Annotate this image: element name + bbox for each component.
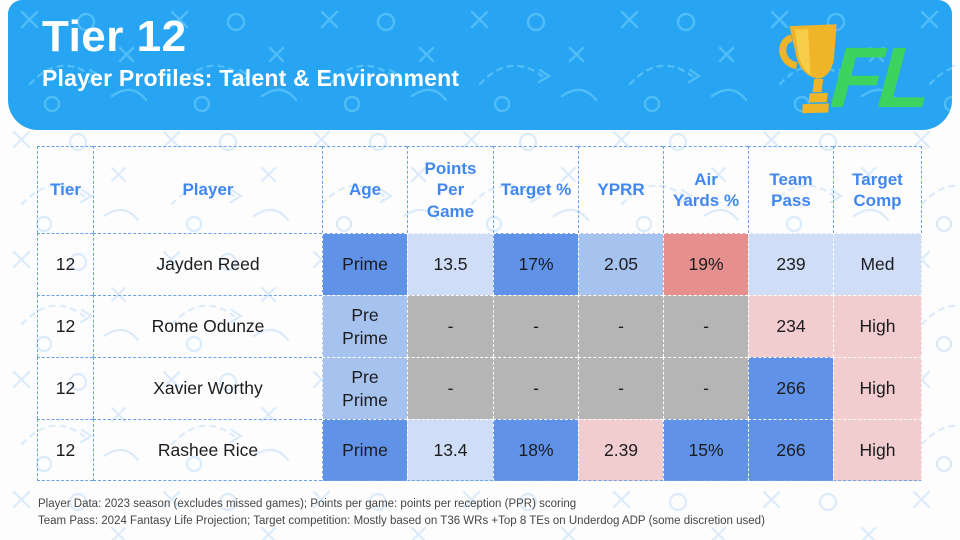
cell-points-per-game: 13.4 bbox=[407, 419, 493, 481]
logo-text: FL bbox=[827, 29, 930, 126]
cell-player: Jayden Reed bbox=[93, 233, 322, 295]
table-row: 12 Xavier Worthy Pre Prime - - - - 266 H… bbox=[37, 357, 922, 419]
cell-tier: 12 bbox=[37, 295, 93, 357]
cell-player: Rome Odunze bbox=[93, 295, 322, 357]
column-header-target-pct: Target % bbox=[493, 146, 578, 233]
page-subtitle: Player Profiles: Talent & Environment bbox=[42, 64, 460, 91]
cell-yprr: - bbox=[578, 357, 663, 419]
column-header-points-per-game: Points Per Game bbox=[407, 146, 493, 233]
cell-target-pct: - bbox=[493, 357, 578, 419]
cell-target-comp: Med bbox=[833, 233, 922, 295]
cell-yprr: - bbox=[578, 295, 663, 357]
cell-player: Xavier Worthy bbox=[93, 357, 322, 419]
fantasy-life-logo: FL bbox=[779, 12, 930, 126]
cell-target-pct: 17% bbox=[493, 233, 578, 295]
cell-tier: 12 bbox=[37, 419, 93, 481]
page-title: Tier 12 bbox=[42, 12, 187, 61]
footnotes: Player Data: 2023 season (excludes misse… bbox=[38, 496, 765, 529]
cell-air-yards-pct: 19% bbox=[663, 233, 748, 295]
column-header-target-comp: Target Comp bbox=[833, 146, 922, 233]
cell-air-yards-pct: - bbox=[663, 295, 748, 357]
cell-team-pass: 239 bbox=[748, 233, 833, 295]
hero-banner: Tier 12 Player Profiles: Talent & Enviro… bbox=[8, 0, 952, 130]
column-header-air-yards-pct: Air Yards % bbox=[663, 146, 748, 233]
cell-team-pass: 266 bbox=[748, 357, 833, 419]
cell-target-pct: 18% bbox=[493, 419, 578, 481]
cell-team-pass: 266 bbox=[748, 419, 833, 481]
table-row: 12 Rashee Rice Prime 13.4 18% 2.39 15% 2… bbox=[37, 419, 922, 481]
cell-age: Prime bbox=[322, 419, 407, 481]
cell-yprr: 2.39 bbox=[578, 419, 663, 481]
cell-age: Pre Prime bbox=[322, 295, 407, 357]
cell-points-per-game: 13.5 bbox=[407, 233, 493, 295]
player-profiles-table: Tier Player Age Points Per Game Target %… bbox=[37, 146, 922, 481]
footnote-line-2: Team Pass: 2024 Fantasy Life Projection;… bbox=[38, 514, 765, 527]
table-header-row: Tier Player Age Points Per Game Target %… bbox=[37, 146, 922, 233]
column-header-team-pass: Team Pass bbox=[748, 146, 833, 233]
cell-air-yards-pct: 15% bbox=[663, 419, 748, 481]
cell-age: Prime bbox=[322, 233, 407, 295]
cell-points-per-game: - bbox=[407, 295, 493, 357]
table-row: 12 Jayden Reed Prime 13.5 17% 2.05 19% 2… bbox=[37, 233, 922, 295]
cell-points-per-game: - bbox=[407, 357, 493, 419]
cell-tier: 12 bbox=[37, 357, 93, 419]
column-header-player: Player bbox=[93, 146, 322, 233]
cell-yprr: 2.05 bbox=[578, 233, 663, 295]
footnote-line-1: Player Data: 2023 season (excludes misse… bbox=[38, 498, 577, 510]
cell-air-yards-pct: - bbox=[663, 357, 748, 419]
column-header-age: Age bbox=[322, 146, 407, 233]
column-header-tier: Tier bbox=[37, 146, 93, 233]
cell-tier: 12 bbox=[37, 233, 93, 295]
table-row: 12 Rome Odunze Pre Prime - - - - 234 Hig… bbox=[37, 295, 922, 357]
cell-target-comp: High bbox=[833, 419, 922, 481]
trophy-icon bbox=[779, 24, 837, 114]
cell-target-comp: High bbox=[833, 357, 922, 419]
cell-age: Pre Prime bbox=[322, 357, 407, 419]
column-header-yprr: YPRR bbox=[578, 146, 663, 233]
cell-team-pass: 234 bbox=[748, 295, 833, 357]
cell-target-comp: High bbox=[833, 295, 922, 357]
cell-target-pct: - bbox=[493, 295, 578, 357]
cell-player: Rashee Rice bbox=[93, 419, 322, 481]
